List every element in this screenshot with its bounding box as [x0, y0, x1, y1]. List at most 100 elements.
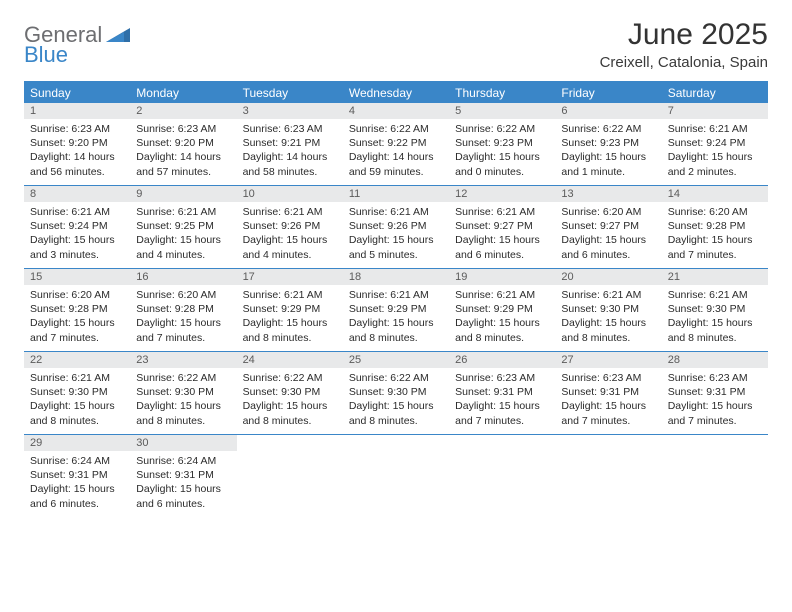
- dayname-saturday: Saturday: [662, 83, 768, 103]
- sunrise-line: Sunrise: 6:23 AM: [243, 122, 337, 136]
- sunrise-line: Sunrise: 6:23 AM: [668, 371, 762, 385]
- sunrise-line: Sunrise: 6:21 AM: [30, 371, 124, 385]
- week-row: 22Sunrise: 6:21 AMSunset: 9:30 PMDayligh…: [24, 352, 768, 435]
- sunset-line: Sunset: 9:31 PM: [561, 385, 655, 399]
- sunrise-line: Sunrise: 6:21 AM: [561, 288, 655, 302]
- sunrise-line: Sunrise: 6:21 AM: [30, 205, 124, 219]
- dayname-friday: Friday: [555, 83, 661, 103]
- day-body: Sunrise: 6:23 AMSunset: 9:20 PMDaylight:…: [24, 119, 130, 183]
- daylight-line: Daylight: 14 hours and 59 minutes.: [349, 150, 443, 178]
- daylight-line: Daylight: 15 hours and 6 minutes.: [30, 482, 124, 510]
- day-cell: 12Sunrise: 6:21 AMSunset: 9:27 PMDayligh…: [449, 186, 555, 268]
- daylight-line: Daylight: 15 hours and 8 minutes.: [30, 399, 124, 427]
- calendar: Sunday Monday Tuesday Wednesday Thursday…: [24, 81, 768, 517]
- sunrise-line: Sunrise: 6:21 AM: [349, 288, 443, 302]
- header: General June 2025 Creixell, Catalonia, S…: [24, 18, 768, 71]
- sunset-line: Sunset: 9:27 PM: [561, 219, 655, 233]
- day-number: 28: [662, 352, 768, 368]
- sunrise-line: Sunrise: 6:23 AM: [561, 371, 655, 385]
- day-body: Sunrise: 6:20 AMSunset: 9:28 PMDaylight:…: [662, 202, 768, 266]
- day-cell: 9Sunrise: 6:21 AMSunset: 9:25 PMDaylight…: [130, 186, 236, 268]
- daylight-line: Daylight: 14 hours and 58 minutes.: [243, 150, 337, 178]
- sunset-line: Sunset: 9:31 PM: [455, 385, 549, 399]
- day-number: 29: [24, 435, 130, 451]
- sunrise-line: Sunrise: 6:20 AM: [668, 205, 762, 219]
- day-body: Sunrise: 6:20 AMSunset: 9:27 PMDaylight:…: [555, 202, 661, 266]
- daylight-line: Daylight: 15 hours and 1 minute.: [561, 150, 655, 178]
- day-body: Sunrise: 6:21 AMSunset: 9:25 PMDaylight:…: [130, 202, 236, 266]
- day-body: Sunrise: 6:23 AMSunset: 9:31 PMDaylight:…: [662, 368, 768, 432]
- day-cell: 29Sunrise: 6:24 AMSunset: 9:31 PMDayligh…: [24, 435, 130, 517]
- blank-cell: [343, 435, 449, 517]
- day-cell: 16Sunrise: 6:20 AMSunset: 9:28 PMDayligh…: [130, 269, 236, 351]
- sunrise-line: Sunrise: 6:23 AM: [455, 371, 549, 385]
- sunrise-line: Sunrise: 6:22 AM: [455, 122, 549, 136]
- day-number: 12: [449, 186, 555, 202]
- daylight-line: Daylight: 14 hours and 56 minutes.: [30, 150, 124, 178]
- daylight-line: Daylight: 14 hours and 57 minutes.: [136, 150, 230, 178]
- day-cell: 6Sunrise: 6:22 AMSunset: 9:23 PMDaylight…: [555, 103, 661, 185]
- dayname-thursday: Thursday: [449, 83, 555, 103]
- day-body: Sunrise: 6:21 AMSunset: 9:27 PMDaylight:…: [449, 202, 555, 266]
- sunset-line: Sunset: 9:29 PM: [349, 302, 443, 316]
- sunrise-line: Sunrise: 6:22 AM: [136, 371, 230, 385]
- dayname-wednesday: Wednesday: [343, 83, 449, 103]
- day-body: Sunrise: 6:21 AMSunset: 9:30 PMDaylight:…: [24, 368, 130, 432]
- day-cell: 19Sunrise: 6:21 AMSunset: 9:29 PMDayligh…: [449, 269, 555, 351]
- day-body: Sunrise: 6:21 AMSunset: 9:24 PMDaylight:…: [24, 202, 130, 266]
- sunset-line: Sunset: 9:30 PM: [243, 385, 337, 399]
- page-title: June 2025: [600, 18, 768, 52]
- sunrise-line: Sunrise: 6:22 AM: [349, 371, 443, 385]
- day-body: Sunrise: 6:22 AMSunset: 9:23 PMDaylight:…: [555, 119, 661, 183]
- day-body: Sunrise: 6:20 AMSunset: 9:28 PMDaylight:…: [24, 285, 130, 349]
- daylight-line: Daylight: 15 hours and 7 minutes.: [30, 316, 124, 344]
- day-cell: 26Sunrise: 6:23 AMSunset: 9:31 PMDayligh…: [449, 352, 555, 434]
- blank-cell: [555, 435, 661, 517]
- day-cell: 22Sunrise: 6:21 AMSunset: 9:30 PMDayligh…: [24, 352, 130, 434]
- day-cell: 4Sunrise: 6:22 AMSunset: 9:22 PMDaylight…: [343, 103, 449, 185]
- day-number: 9: [130, 186, 236, 202]
- day-body: Sunrise: 6:23 AMSunset: 9:21 PMDaylight:…: [237, 119, 343, 183]
- day-cell: 5Sunrise: 6:22 AMSunset: 9:23 PMDaylight…: [449, 103, 555, 185]
- page: General June 2025 Creixell, Catalonia, S…: [0, 0, 792, 529]
- daylight-line: Daylight: 15 hours and 8 minutes.: [455, 316, 549, 344]
- day-number: 7: [662, 103, 768, 119]
- day-cell: 24Sunrise: 6:22 AMSunset: 9:30 PMDayligh…: [237, 352, 343, 434]
- day-body: Sunrise: 6:21 AMSunset: 9:29 PMDaylight:…: [449, 285, 555, 349]
- day-number: 22: [24, 352, 130, 368]
- daylight-line: Daylight: 15 hours and 7 minutes.: [455, 399, 549, 427]
- day-number: 4: [343, 103, 449, 119]
- day-number: 5: [449, 103, 555, 119]
- sunset-line: Sunset: 9:28 PM: [668, 219, 762, 233]
- day-number: 13: [555, 186, 661, 202]
- sunrise-line: Sunrise: 6:23 AM: [136, 122, 230, 136]
- daylight-line: Daylight: 15 hours and 6 minutes.: [561, 233, 655, 261]
- logo-text-blue-wrap: Blue: [24, 42, 68, 68]
- sunrise-line: Sunrise: 6:21 AM: [455, 205, 549, 219]
- daylight-line: Daylight: 15 hours and 0 minutes.: [455, 150, 549, 178]
- sunrise-line: Sunrise: 6:21 AM: [668, 288, 762, 302]
- day-cell: 2Sunrise: 6:23 AMSunset: 9:20 PMDaylight…: [130, 103, 236, 185]
- daylight-line: Daylight: 15 hours and 8 minutes.: [349, 399, 443, 427]
- day-cell: 10Sunrise: 6:21 AMSunset: 9:26 PMDayligh…: [237, 186, 343, 268]
- sunset-line: Sunset: 9:22 PM: [349, 136, 443, 150]
- day-body: Sunrise: 6:23 AMSunset: 9:20 PMDaylight:…: [130, 119, 236, 183]
- day-number: 23: [130, 352, 236, 368]
- day-body: Sunrise: 6:21 AMSunset: 9:29 PMDaylight:…: [343, 285, 449, 349]
- sunrise-line: Sunrise: 6:24 AM: [30, 454, 124, 468]
- day-cell: 21Sunrise: 6:21 AMSunset: 9:30 PMDayligh…: [662, 269, 768, 351]
- day-body: Sunrise: 6:23 AMSunset: 9:31 PMDaylight:…: [555, 368, 661, 432]
- day-number: 6: [555, 103, 661, 119]
- title-block: June 2025 Creixell, Catalonia, Spain: [600, 18, 768, 71]
- sunset-line: Sunset: 9:20 PM: [136, 136, 230, 150]
- sunrise-line: Sunrise: 6:21 AM: [668, 122, 762, 136]
- daylight-line: Daylight: 15 hours and 6 minutes.: [136, 482, 230, 510]
- day-body: Sunrise: 6:24 AMSunset: 9:31 PMDaylight:…: [130, 451, 236, 515]
- sunset-line: Sunset: 9:30 PM: [136, 385, 230, 399]
- daylight-line: Daylight: 15 hours and 4 minutes.: [136, 233, 230, 261]
- sunset-line: Sunset: 9:30 PM: [561, 302, 655, 316]
- day-cell: 28Sunrise: 6:23 AMSunset: 9:31 PMDayligh…: [662, 352, 768, 434]
- daylight-line: Daylight: 15 hours and 6 minutes.: [455, 233, 549, 261]
- day-cell: 20Sunrise: 6:21 AMSunset: 9:30 PMDayligh…: [555, 269, 661, 351]
- day-number: 24: [237, 352, 343, 368]
